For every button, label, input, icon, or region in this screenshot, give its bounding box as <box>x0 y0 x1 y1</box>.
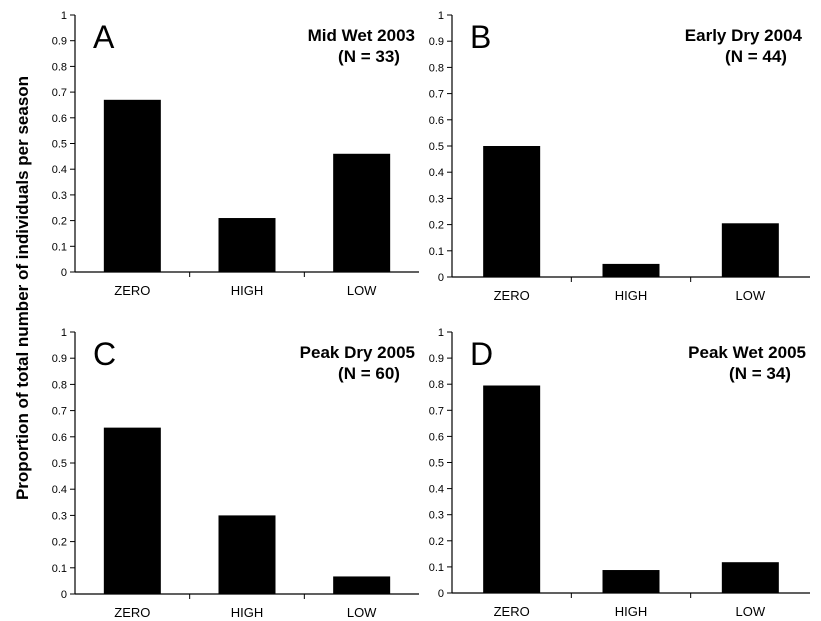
y-tick-label: 0.6 <box>429 431 444 443</box>
y-tick-label: 0 <box>438 588 444 600</box>
x-category-label: LOW <box>347 283 377 298</box>
panel-letter: D <box>470 336 493 372</box>
y-tick-label: 1 <box>438 10 444 22</box>
y-tick-label: 0.9 <box>52 353 67 365</box>
panel-letter: B <box>470 19 491 55</box>
y-tick-label: 1 <box>438 327 444 339</box>
x-category-label: ZERO <box>494 604 530 619</box>
panel-letter: C <box>93 336 116 372</box>
chart-panels: 0 0.1 0.2 0.3 0.4 0.5 0.6 0.7 0.8 0.9 1 ZERO HIGH LOW… <box>52 10 810 620</box>
bar-high <box>602 570 660 593</box>
y-tick-label: 0.8 <box>429 379 444 391</box>
x-category-label: HIGH <box>231 283 264 298</box>
y-tick-label: 0 <box>61 267 67 279</box>
chart-panel-d: 0 0.1 0.2 0.3 0.4 0.5 0.6 0.7 0.8 0.9 1 ZERO HIGH LOW… <box>429 327 810 619</box>
y-tick-label: 0.4 <box>52 484 67 496</box>
x-category-label: HIGH <box>231 605 264 620</box>
y-tick-label: 0 <box>61 589 67 601</box>
panel-title: Mid Wet 2003 <box>308 26 415 45</box>
y-tick-label: 0.7 <box>52 406 67 418</box>
y-tick-label: 0.4 <box>52 164 67 176</box>
bar-zero <box>103 427 161 594</box>
y-tick-label: 0.3 <box>429 510 444 522</box>
chart-panel-a: 0 0.1 0.2 0.3 0.4 0.5 0.6 0.7 0.8 0.9 1 ZERO HIGH LOW… <box>52 10 419 298</box>
x-category-label: HIGH <box>615 604 648 619</box>
y-axis-label: Proportion of total number of individual… <box>13 76 32 500</box>
y-tick-label: 0.8 <box>52 61 67 73</box>
y-tick-label: 1 <box>61 327 67 339</box>
y-tick-label: 0.7 <box>429 405 444 417</box>
panel-sample-size: (N = 34) <box>729 364 791 383</box>
bar-high <box>218 218 276 272</box>
chart-panel-c: 0 0.1 0.2 0.3 0.4 0.5 0.6 0.7 0.8 0.9 1 ZERO HIGH LOW… <box>52 327 419 620</box>
y-tick-label: 0.5 <box>429 141 444 153</box>
y-tick-label: 0.8 <box>52 379 67 391</box>
y-tick-label: 0.1 <box>429 246 444 258</box>
y-tick-label: 0.8 <box>429 62 444 74</box>
y-tick-label: 0.7 <box>52 87 67 99</box>
panel-sample-size: (N = 60) <box>338 364 400 383</box>
x-category-label: ZERO <box>114 605 150 620</box>
y-tick-label: 0.4 <box>429 167 444 179</box>
panel-title: Early Dry 2004 <box>685 26 803 45</box>
y-tick-label: 1 <box>61 10 67 22</box>
y-tick-label: 0.2 <box>52 537 67 549</box>
y-tick-label: 0.1 <box>52 563 67 575</box>
x-category-label: LOW <box>736 288 766 303</box>
y-tick-label: 0.1 <box>429 562 444 574</box>
bar-low <box>333 153 391 272</box>
bar-low <box>721 223 779 277</box>
bar-zero <box>103 99 161 272</box>
y-tick-label: 0.9 <box>429 36 444 48</box>
y-tick-label: 0.4 <box>429 484 444 496</box>
y-tick-label: 0.2 <box>52 216 67 228</box>
y-tick-label: 0.5 <box>52 139 67 151</box>
y-tick-label: 0.2 <box>429 220 444 232</box>
x-category-label: ZERO <box>494 288 530 303</box>
y-tick-label: 0.3 <box>429 193 444 205</box>
y-tick-label: 0.6 <box>429 115 444 127</box>
bar-low <box>721 562 779 593</box>
y-tick-label: 0.6 <box>52 432 67 444</box>
bar-zero <box>483 146 541 277</box>
y-tick-label: 0.6 <box>52 113 67 125</box>
panel-title: Peak Wet 2005 <box>688 343 806 362</box>
x-category-label: LOW <box>736 604 766 619</box>
panel-title: Peak Dry 2005 <box>300 343 415 362</box>
bar-high <box>218 515 276 594</box>
bar-low <box>333 576 391 594</box>
y-tick-label: 0.9 <box>52 36 67 48</box>
chart-panel-b: 0 0.1 0.2 0.3 0.4 0.5 0.6 0.7 0.8 0.9 1 ZERO HIGH LOW… <box>429 10 810 303</box>
panel-sample-size: (N = 44) <box>725 47 787 66</box>
panel-letter: A <box>93 19 115 55</box>
panel-sample-size: (N = 33) <box>338 47 400 66</box>
bar-high <box>602 263 660 277</box>
y-tick-label: 0.1 <box>52 241 67 253</box>
y-tick-label: 0.2 <box>429 536 444 548</box>
y-tick-label: 0.3 <box>52 510 67 522</box>
y-tick-label: 0.9 <box>429 353 444 365</box>
y-tick-label: 0.7 <box>429 89 444 101</box>
x-category-label: LOW <box>347 605 377 620</box>
y-tick-label: 0.3 <box>52 190 67 202</box>
y-tick-label: 0 <box>438 272 444 284</box>
bar-zero <box>483 385 541 593</box>
y-tick-label: 0.5 <box>429 458 444 470</box>
x-category-label: HIGH <box>615 288 648 303</box>
x-category-label: ZERO <box>114 283 150 298</box>
y-tick-label: 0.5 <box>52 458 67 470</box>
